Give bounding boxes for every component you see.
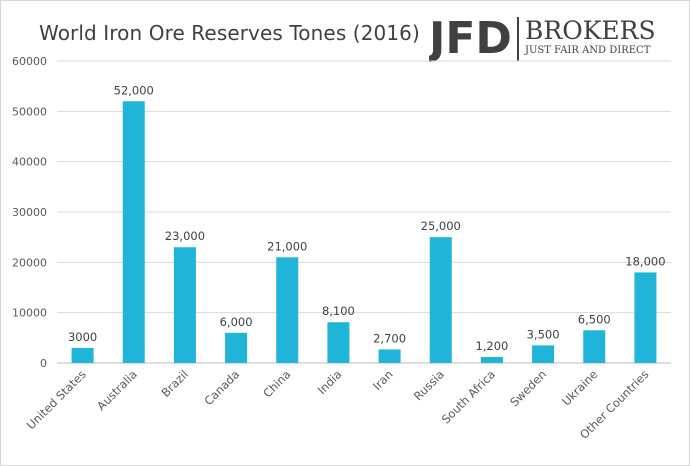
y-tick-label: 0 [40,357,47,370]
data-label: 2,700 [373,331,406,345]
y-tick-label: 60000 [12,55,47,68]
x-tick-label: Russia [411,367,447,403]
x-tick-label: Australia [94,367,140,413]
bar [429,237,452,363]
y-axis: 0 10000 20000 30000 40000 50000 60000 [12,55,47,370]
bar [327,322,350,363]
data-label: 23,000 [165,229,205,243]
x-tick-label: Sweden [507,367,549,409]
bar [173,247,196,363]
data-label: 21,000 [267,239,307,253]
bar [532,345,555,363]
data-labels: 3000 52,000 23,000 6,000 21,000 8,100 2,700 25,… [68,83,666,353]
data-label: 6,000 [220,315,253,329]
y-tick-label: 40000 [12,156,47,169]
data-label: 52,000 [114,83,154,97]
bar [276,257,299,363]
gridlines [57,60,671,364]
logo-divider [517,17,519,61]
data-label: 6,500 [578,312,611,326]
data-label: 8,100 [322,304,355,318]
x-tick-label: Brazil [158,367,191,400]
bar [480,356,503,363]
bar [71,347,94,363]
y-tick-label: 20000 [12,256,47,269]
x-axis: United States Australia Brazil Canada China I… [24,367,652,442]
x-tick-label: China [260,367,293,400]
y-tick-label: 30000 [12,206,47,219]
logo-tagline: JUST FAIR AND DIRECT [524,45,651,56]
data-label: 3,500 [527,327,560,341]
bars [71,101,657,364]
data-label: 1,200 [475,339,508,353]
jfd-brokers-logo: JFD BROKERS JUST FAIR AND DIRECT [429,13,656,64]
x-tick-label: South Africa [439,367,498,426]
bar [225,332,248,363]
chart-title: World Iron Ore Reserves Tones (2016) [39,21,420,45]
x-tick-label: Canada [201,367,242,408]
x-tick-label: India [315,367,345,397]
bar [378,349,401,363]
x-tick-label: Iran [370,367,396,393]
data-label: 25,000 [421,219,461,233]
data-label: 18,000 [625,254,665,268]
logo-mark: JFD [429,13,512,64]
bar [583,330,606,363]
y-tick-label: 10000 [12,307,47,320]
data-label: 3000 [68,330,97,344]
x-tick-label: United States [24,367,89,432]
y-tick-label: 50000 [12,105,47,118]
logo-name: BROKERS [525,16,656,45]
x-tick-label: Ukraine [559,367,600,408]
bar [122,101,145,364]
bar [634,272,657,363]
